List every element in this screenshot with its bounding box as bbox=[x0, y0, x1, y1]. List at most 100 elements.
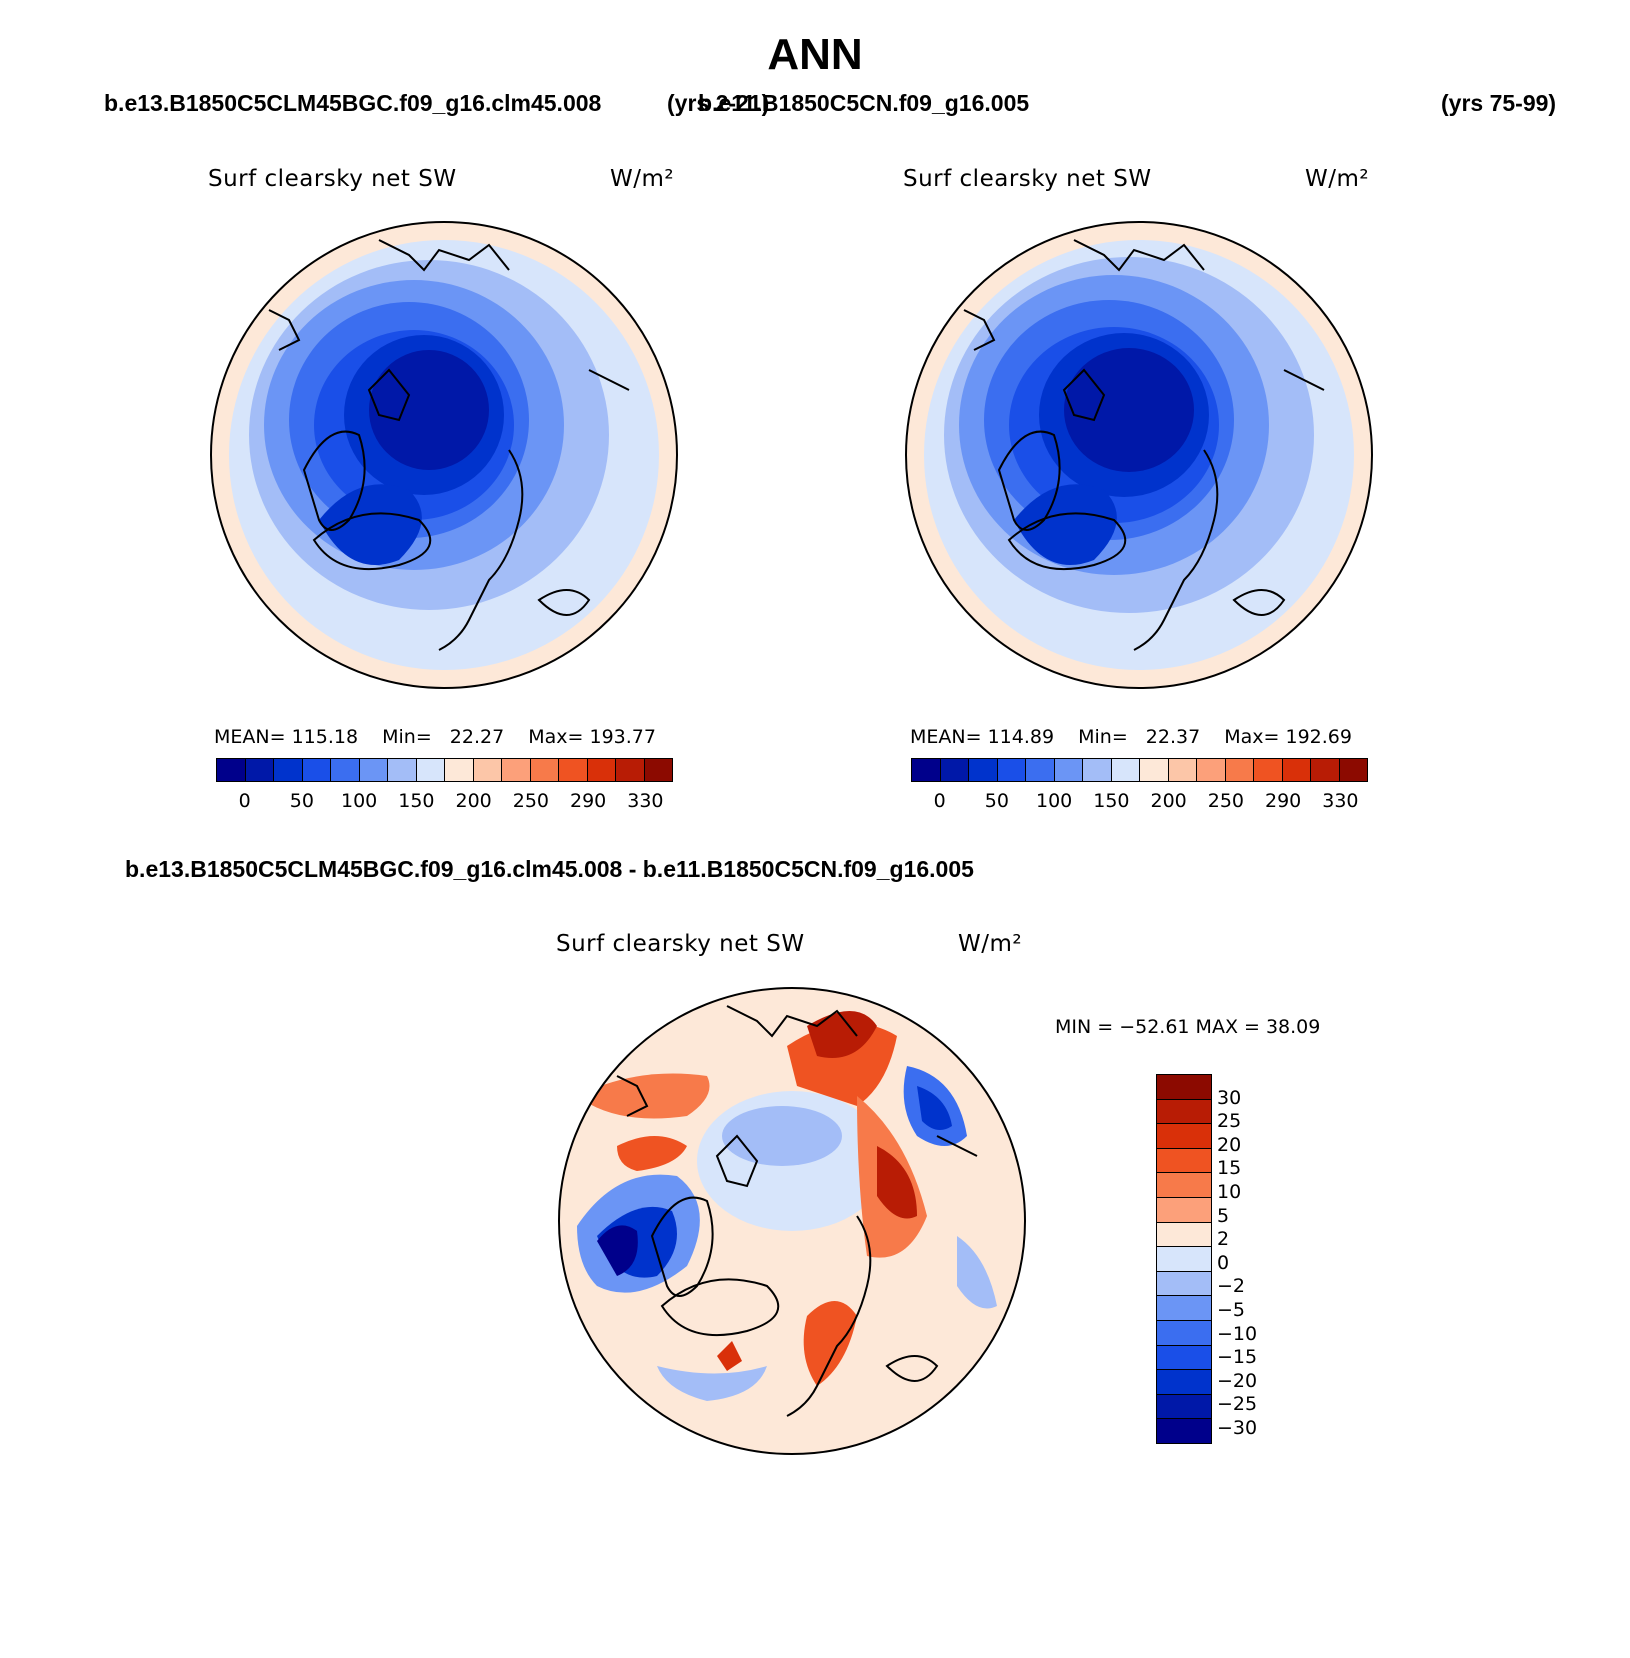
colorbar-swatch bbox=[331, 759, 360, 781]
left-max-value: 193.77 bbox=[589, 726, 656, 748]
colorbar-swatch bbox=[616, 759, 645, 781]
colorbar-swatch bbox=[1140, 759, 1169, 781]
right-colorbar-ticks: 0 50 100 150 200 250 290 330 bbox=[911, 790, 1369, 814]
colorbar-swatch bbox=[245, 759, 274, 781]
right-colorbar bbox=[911, 758, 1368, 782]
colorbar-tick-label: 25 bbox=[1217, 1110, 1242, 1133]
colorbar-swatch bbox=[587, 759, 616, 781]
colorbar-swatch bbox=[1157, 1370, 1211, 1395]
colorbar-tick-label: −2 bbox=[1217, 1275, 1246, 1298]
colorbar-swatch bbox=[1157, 1394, 1211, 1420]
right-case-years: (yrs 75-99) bbox=[1441, 90, 1557, 116]
colorbar-tick-label: −5 bbox=[1217, 1299, 1246, 1321]
right-mean-value: 114.89 bbox=[987, 726, 1055, 748]
colorbar-tick-label: 100 bbox=[340, 790, 378, 812]
colorbar-tick-label: 150 bbox=[1093, 790, 1130, 812]
left-units-label: W/m² bbox=[610, 166, 675, 192]
colorbar-tick-label: 0 bbox=[1217, 1251, 1230, 1274]
colorbar-swatch bbox=[1054, 759, 1083, 781]
colorbar-tick-label: 10 bbox=[1217, 1181, 1242, 1203]
left-mean-label: MEAN= bbox=[214, 726, 286, 748]
colorbar-tick-label: 250 bbox=[1207, 790, 1245, 812]
colorbar-tick-label: 50 bbox=[984, 790, 1009, 812]
colorbar-swatch bbox=[1157, 1320, 1211, 1346]
colorbar-swatch bbox=[388, 759, 417, 781]
colorbar-swatch bbox=[1157, 1419, 1211, 1443]
colorbar-tick-label: 330 bbox=[1322, 790, 1359, 812]
colorbar-swatch bbox=[359, 759, 388, 781]
left-mean-value: 115.18 bbox=[291, 726, 359, 748]
colorbar-tick-label: 50 bbox=[289, 790, 314, 812]
colorbar-swatch bbox=[997, 759, 1026, 781]
colorbar-swatch bbox=[1026, 759, 1055, 781]
colorbar-tick-label: −15 bbox=[1217, 1346, 1258, 1369]
left-variable-label: Surf clearsky net SW bbox=[208, 166, 457, 192]
colorbar-tick-label: 290 bbox=[1264, 790, 1302, 812]
colorbar-tick-label: −25 bbox=[1217, 1393, 1258, 1416]
colorbar-swatch bbox=[217, 759, 246, 781]
colorbar-swatch bbox=[1157, 1099, 1211, 1125]
colorbar-swatch bbox=[969, 759, 998, 781]
colorbar-tick-label: 20 bbox=[1217, 1133, 1242, 1156]
colorbar-swatch bbox=[559, 759, 588, 781]
diff-title: b.e13.B1850C5CLM45BGC.f09_g16.clm45.008 … bbox=[125, 856, 974, 882]
diff-variable-label: Surf clearsky net SW bbox=[556, 931, 805, 957]
colorbar-tick-label: −20 bbox=[1217, 1369, 1258, 1392]
left-polar-map bbox=[210, 221, 678, 689]
right-units-label: W/m² bbox=[1305, 166, 1370, 192]
left-colorbar bbox=[216, 758, 673, 782]
colorbar-tick-label: 0 bbox=[238, 790, 251, 812]
colorbar-swatch bbox=[1282, 759, 1311, 781]
colorbar-tick-label: 100 bbox=[1035, 790, 1073, 812]
colorbar-swatch bbox=[502, 759, 531, 781]
left-case-title: b.e13.B1850C5CLM45BGC.f09_g16.clm45.008 bbox=[104, 90, 602, 116]
diff-polar-map bbox=[558, 987, 1026, 1455]
colorbar-swatch bbox=[1197, 759, 1226, 781]
colorbar-swatch bbox=[644, 759, 672, 781]
colorbar-swatch bbox=[1083, 759, 1112, 781]
colorbar-swatch bbox=[1157, 1148, 1211, 1174]
left-min-label: Min= bbox=[382, 726, 432, 748]
colorbar-swatch bbox=[912, 759, 941, 781]
colorbar-swatch bbox=[1168, 759, 1197, 781]
right-max-value: 192.69 bbox=[1285, 726, 1352, 748]
left-colorbar-ticks: 0 50 100 150 200 250 290 330 bbox=[216, 790, 674, 814]
colorbar-swatch bbox=[1157, 1296, 1211, 1321]
colorbar-tick-label: 15 bbox=[1217, 1157, 1242, 1180]
colorbar-swatch bbox=[302, 759, 331, 781]
right-variable-label: Surf clearsky net SW bbox=[903, 166, 1152, 192]
right-polar-map bbox=[905, 221, 1373, 689]
colorbar-tick-label: 290 bbox=[569, 790, 607, 812]
diff-minmax-label: MIN = −52.61 MAX = 38.09 bbox=[1055, 1016, 1321, 1038]
colorbar-swatch bbox=[1111, 759, 1140, 781]
left-case-years: (yrs 2-21) bbox=[667, 90, 770, 116]
right-mean-label: MEAN= bbox=[910, 726, 982, 748]
colorbar-tick-label: 200 bbox=[1150, 790, 1187, 812]
left-max-label: Max= bbox=[528, 726, 584, 748]
colorbar-swatch bbox=[274, 759, 303, 781]
right-case-title: b.e11.B1850C5CN.f09_g16.005 bbox=[698, 90, 1030, 116]
colorbar-swatch bbox=[1157, 1222, 1211, 1248]
colorbar-swatch bbox=[1311, 759, 1340, 781]
colorbar-tick-label: 200 bbox=[455, 790, 492, 812]
colorbar-tick-label: −10 bbox=[1217, 1322, 1258, 1345]
colorbar-swatch bbox=[530, 759, 559, 781]
colorbar-swatch bbox=[1157, 1345, 1211, 1371]
colorbar-tick-label: 2 bbox=[1217, 1228, 1230, 1251]
right-min-value: 22.37 bbox=[1145, 726, 1201, 748]
colorbar-swatch bbox=[445, 759, 474, 781]
right-min-label: Min= bbox=[1078, 726, 1128, 748]
colorbar-swatch bbox=[1157, 1124, 1211, 1149]
colorbar-swatch bbox=[1339, 759, 1367, 781]
colorbar-swatch bbox=[1157, 1075, 1211, 1100]
diff-colorbar-ticks: 30 25 20 15 10 5 2 0 −2 −5 −10 −15 −20 −25 −30 bbox=[1217, 1074, 1277, 1439]
colorbar-tick-label: 250 bbox=[512, 790, 550, 812]
colorbar-swatch bbox=[473, 759, 502, 781]
diff-colorbar bbox=[1156, 1074, 1212, 1444]
colorbar-swatch bbox=[416, 759, 445, 781]
colorbar-swatch bbox=[1157, 1271, 1211, 1297]
colorbar-swatch bbox=[1225, 759, 1254, 781]
diff-units-label: W/m² bbox=[958, 931, 1023, 957]
colorbar-swatch bbox=[940, 759, 969, 781]
colorbar-tick-label: 30 bbox=[1217, 1086, 1242, 1109]
